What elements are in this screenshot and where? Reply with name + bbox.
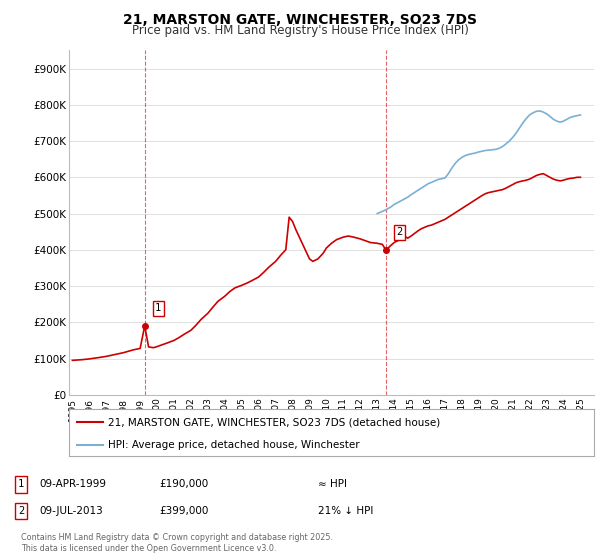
Text: 2: 2 [18, 506, 24, 516]
Text: Contains HM Land Registry data © Crown copyright and database right 2025.
This d: Contains HM Land Registry data © Crown c… [21, 533, 333, 553]
Text: HPI: Average price, detached house, Winchester: HPI: Average price, detached house, Winc… [109, 440, 360, 450]
Text: 2: 2 [397, 227, 403, 237]
Text: 1: 1 [18, 479, 24, 489]
Text: £190,000: £190,000 [159, 479, 208, 489]
Text: 09-JUL-2013: 09-JUL-2013 [39, 506, 103, 516]
Text: 09-APR-1999: 09-APR-1999 [39, 479, 106, 489]
Text: 21% ↓ HPI: 21% ↓ HPI [318, 506, 373, 516]
Text: 21, MARSTON GATE, WINCHESTER, SO23 7DS: 21, MARSTON GATE, WINCHESTER, SO23 7DS [123, 13, 477, 27]
Text: 1: 1 [155, 303, 161, 313]
Text: ≈ HPI: ≈ HPI [318, 479, 347, 489]
Text: £399,000: £399,000 [159, 506, 208, 516]
Text: Price paid vs. HM Land Registry's House Price Index (HPI): Price paid vs. HM Land Registry's House … [131, 24, 469, 38]
Text: 21, MARSTON GATE, WINCHESTER, SO23 7DS (detached house): 21, MARSTON GATE, WINCHESTER, SO23 7DS (… [109, 417, 440, 427]
